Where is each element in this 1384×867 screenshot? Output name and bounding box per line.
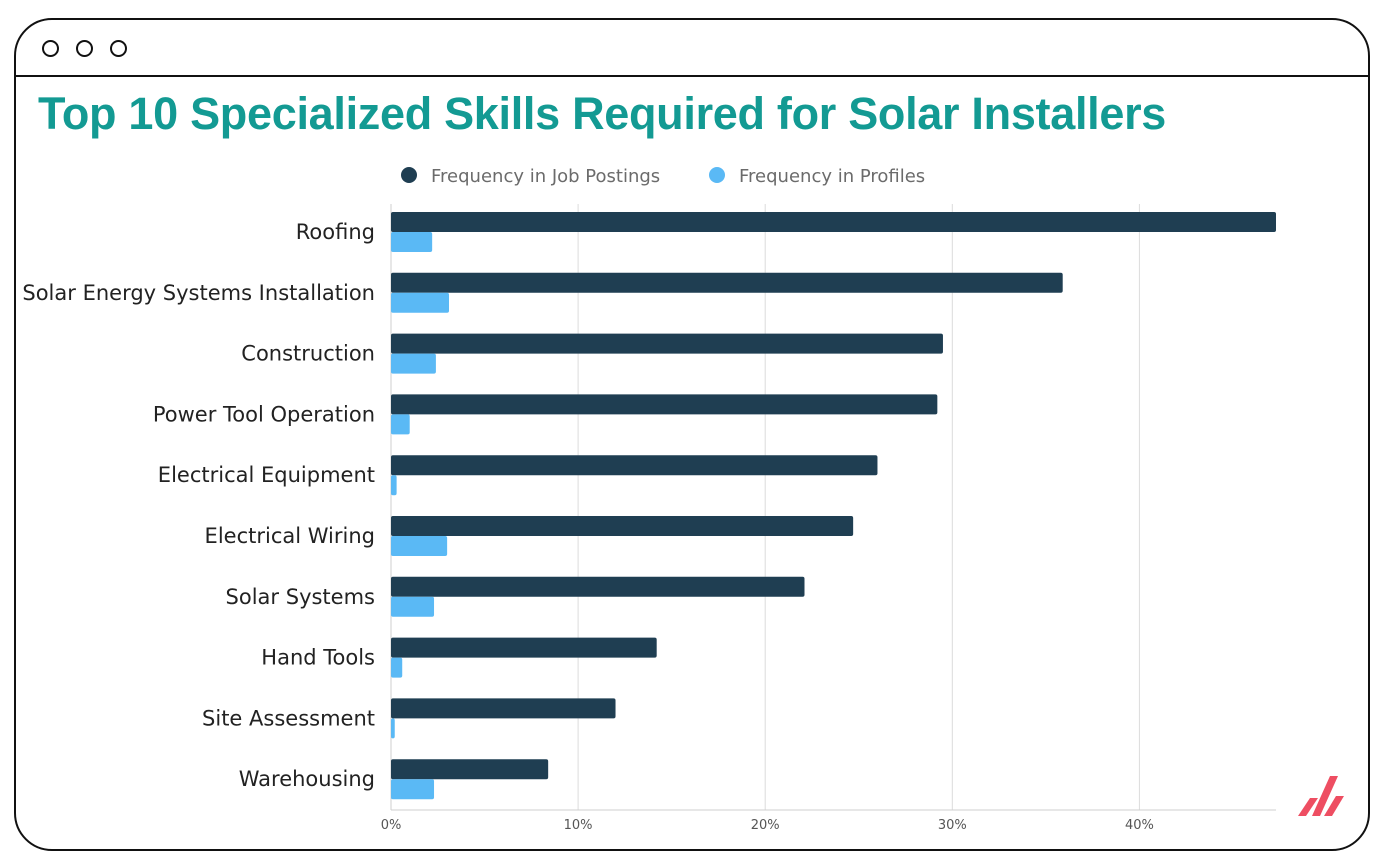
bar-job-postings <box>391 516 854 536</box>
bar-profiles <box>391 292 450 313</box>
x-tick-label: 20% <box>751 818 780 833</box>
bar-profiles <box>391 718 395 739</box>
x-tick-label: 30% <box>938 818 967 833</box>
bar-job-postings <box>391 637 657 658</box>
category-label: Electrical Wiring <box>205 524 375 548</box>
bar-profiles <box>391 232 433 252</box>
window-titlebar <box>16 20 1368 77</box>
category-label: Power Tool Operation <box>153 402 375 426</box>
bar-job-postings <box>391 394 938 415</box>
bar-job-postings <box>391 698 616 719</box>
bar-profiles <box>391 414 410 435</box>
bar-job-postings <box>391 576 805 597</box>
category-label: Hand Tools <box>261 646 375 670</box>
legend-label: Frequency in Job Postings <box>431 166 660 187</box>
legend-marker <box>401 167 417 183</box>
bar-job-postings <box>391 212 1276 232</box>
category-label: Roofing <box>296 220 375 244</box>
bar-profiles <box>391 657 403 678</box>
bar-profiles <box>391 596 435 617</box>
x-tick-label: 10% <box>564 818 593 833</box>
bar-profiles <box>391 475 397 496</box>
category-label: Solar Energy Systems Installation <box>22 281 375 305</box>
bar-job-postings <box>391 455 878 476</box>
chart-title: Top 10 Specialized Skills Required for S… <box>38 88 1167 139</box>
window-frame <box>14 18 1370 851</box>
bar-profiles <box>391 779 435 800</box>
window-dot-icon[interactable] <box>110 40 127 57</box>
legend-marker <box>709 167 725 183</box>
bar-job-postings <box>391 759 549 780</box>
bar-profiles <box>391 353 436 374</box>
category-label: Site Assessment <box>202 706 375 730</box>
category-label: Construction <box>241 342 375 366</box>
category-label: Electrical Equipment <box>158 463 375 487</box>
x-tick-label: 0% <box>381 818 402 833</box>
category-label: Solar Systems <box>226 585 375 609</box>
bar-job-postings <box>391 333 943 354</box>
window-dot-icon[interactable] <box>42 40 59 57</box>
category-label: Warehousing <box>239 767 375 791</box>
legend-label: Frequency in Profiles <box>739 166 925 187</box>
bar-profiles <box>391 536 448 556</box>
x-tick-label: 40% <box>1125 818 1154 833</box>
bar-job-postings <box>391 272 1063 293</box>
brand-logo-icon <box>1298 776 1344 816</box>
window-dot-icon[interactable] <box>76 40 93 57</box>
